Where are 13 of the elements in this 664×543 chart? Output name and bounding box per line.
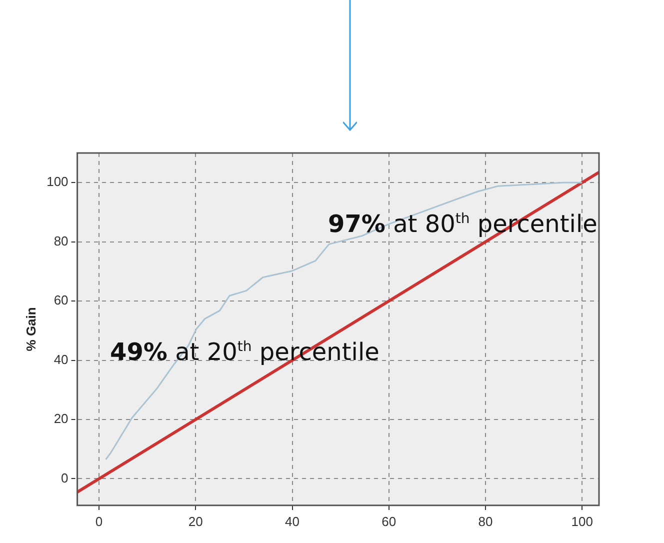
- y-tick-label: 0: [61, 470, 68, 486]
- x-tick-label: 60: [382, 514, 396, 529]
- y-tick-label: 100: [46, 174, 68, 190]
- y-tick-label: 60: [54, 292, 68, 308]
- y-tick-label: 20: [54, 411, 68, 426]
- x-tick-label: 80: [478, 514, 493, 529]
- x-tick-label: 0: [95, 514, 103, 529]
- x-tick-label: 40: [285, 514, 300, 529]
- x-tick-label: 100: [571, 514, 593, 529]
- x-tick-label: 20: [188, 514, 203, 529]
- y-axis-title: % Gain: [23, 307, 38, 352]
- y-tick-label: 80: [54, 233, 68, 248]
- y-tick-label: 40: [54, 352, 68, 367]
